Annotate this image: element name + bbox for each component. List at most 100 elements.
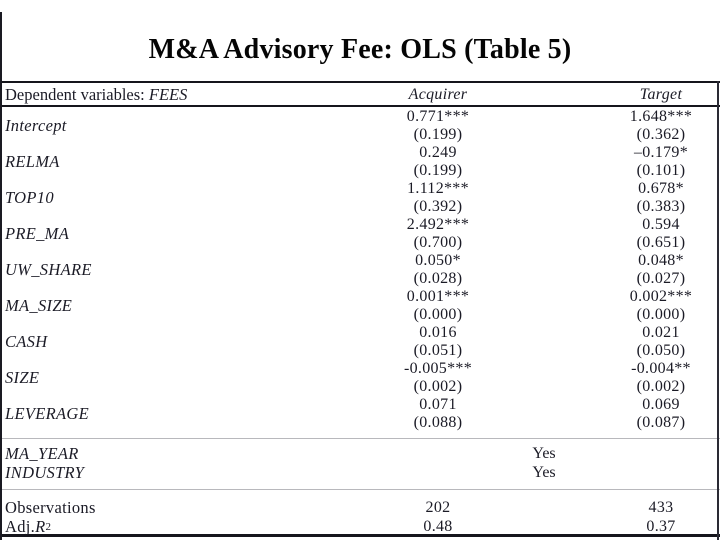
coef-value: 0.048* [638, 252, 684, 269]
scan-right-border [717, 81, 719, 540]
target-cell: 0.002*** (0.000) [602, 288, 720, 324]
table-row: LEVERAGE 0.071 (0.088) 0.069 (0.087) [0, 396, 720, 432]
coef-value: 0.594 [642, 216, 680, 233]
table-row: SIZE -0.005*** (0.002) -0.004** (0.002) [0, 360, 720, 396]
dummy-value: Yes [532, 464, 556, 481]
target-cell: 0.37 [646, 518, 676, 535]
slide-title: M&A Advisory Fee: OLS (Table 5) [148, 34, 572, 65]
scan-left-border [0, 12, 2, 540]
std-error: (0.000) [413, 306, 463, 323]
dummy-value: Yes [532, 445, 556, 462]
row-label: RELMA [5, 152, 60, 171]
std-error: (0.383) [636, 198, 686, 215]
coef-value: 0.002*** [629, 288, 693, 305]
coef-value: 0.069 [642, 396, 680, 413]
table-row: Intercept 0.771*** (0.199) 1.648*** (0.3… [0, 108, 720, 144]
table-header-row: Dependent variables: FEES Acquirer Targe… [0, 84, 720, 105]
row-label: UW_SHARE [5, 260, 92, 279]
coef-value: 1.648*** [629, 108, 693, 125]
target-cell: 0.048* (0.027) [602, 252, 720, 288]
acquirer-cell: 202 [425, 499, 451, 516]
row-label: MA_YEAR [5, 444, 79, 463]
acquirer-cell: 2.492*** (0.700) [368, 216, 508, 252]
table-row: MA_YEAR Yes [0, 444, 720, 463]
table-row: INDUSTRY Yes [0, 463, 720, 482]
coef-value: -0.004** [631, 360, 691, 377]
row-label: SIZE [5, 368, 40, 387]
target-cell: 0.678* (0.383) [602, 180, 720, 216]
coef-value: 0.249 [419, 144, 457, 161]
table-row: Observations 202 433 [0, 498, 720, 517]
row-label: CASH [5, 332, 48, 351]
target-cell: 0.594 (0.651) [602, 216, 720, 252]
acquirer-cell: 0.001*** (0.000) [368, 288, 508, 324]
std-error: (0.088) [413, 414, 463, 431]
target-cell: 0.021 (0.050) [602, 324, 720, 360]
coef-value: -0.005*** [403, 360, 473, 377]
coef-value: 0.771*** [406, 108, 470, 125]
acquirer-cell: 0.249 (0.199) [368, 144, 508, 180]
std-error: (0.101) [636, 162, 686, 179]
coef-value: –0.179* [633, 144, 689, 161]
acquirer-cell: 0.071 (0.088) [368, 396, 508, 432]
row-label: PRE_MA [5, 224, 70, 243]
table-row: PRE_MA 2.492*** (0.700) 0.594 (0.651) [0, 216, 720, 252]
coef-value: 1.112*** [407, 180, 469, 197]
table-row: RELMA 0.249 (0.199) –0.179* (0.101) [0, 144, 720, 180]
dependent-variable-name: FEES [148, 85, 188, 104]
table-row: TOP10 1.112*** (0.392) 0.678* (0.383) [0, 180, 720, 216]
table-top-rule [0, 81, 720, 83]
coef-value: 0.071 [419, 396, 457, 413]
acquirer-cell: 0.016 (0.051) [368, 324, 508, 360]
table-section-rule [0, 438, 720, 439]
target-cell: 0.069 (0.087) [602, 396, 720, 432]
adj-r2-prefix: Adj. [5, 517, 36, 536]
coef-value: 0.016 [419, 324, 457, 341]
std-error: (0.087) [636, 414, 686, 431]
acquirer-cell: 0.050* (0.028) [368, 252, 508, 288]
row-label: TOP10 [5, 188, 54, 207]
target-cell: –0.179* (0.101) [602, 144, 720, 180]
std-error: (0.392) [413, 198, 463, 215]
std-error: (0.199) [413, 162, 463, 179]
table-section-rule [0, 489, 720, 490]
std-error: (0.051) [413, 342, 463, 359]
row-label: Intercept [5, 116, 67, 135]
row-label: LEVERAGE [5, 404, 89, 423]
target-cell: 433 [648, 499, 674, 516]
dependent-variable-label: Dependent variables: FEES [5, 84, 187, 105]
std-error: (0.362) [636, 126, 686, 143]
std-error: (0.050) [636, 342, 686, 359]
target-cell: 1.648*** (0.362) [602, 108, 720, 144]
std-error: (0.651) [636, 234, 686, 251]
row-label: INDUSTRY [5, 463, 85, 482]
adj-r2-var: R [35, 517, 46, 536]
coef-value: 0.050* [415, 252, 461, 269]
coef-value: 2.492*** [406, 216, 470, 233]
acquirer-cell: 1.112*** (0.392) [368, 180, 508, 216]
table-row: MA_SIZE 0.001*** (0.000) 0.002*** (0.000… [0, 288, 720, 324]
table-row: UW_SHARE 0.050* (0.028) 0.048* (0.027) [0, 252, 720, 288]
std-error: (0.002) [413, 378, 463, 395]
target-cell: -0.004** (0.002) [602, 360, 720, 396]
table-header-rule [0, 105, 720, 107]
acquirer-cell: 0.771*** (0.199) [368, 108, 508, 144]
acquirer-cell: 0.48 [423, 518, 453, 535]
column-header-target: Target [639, 86, 683, 103]
std-error: (0.199) [413, 126, 463, 143]
row-label: MA_SIZE [5, 296, 73, 315]
dependent-variable-text: Dependent variables: [5, 85, 149, 104]
coef-value: 0.021 [642, 324, 680, 341]
coef-value: 0.001*** [406, 288, 470, 305]
row-label: Observations [5, 498, 96, 517]
std-error: (0.000) [636, 306, 686, 323]
std-error: (0.002) [636, 378, 686, 395]
std-error: (0.700) [413, 234, 463, 251]
acquirer-cell: -0.005*** (0.002) [368, 360, 508, 396]
coef-value: 0.678* [638, 180, 684, 197]
column-header-acquirer: Acquirer [408, 86, 468, 103]
table-bottom-rule [0, 534, 720, 537]
